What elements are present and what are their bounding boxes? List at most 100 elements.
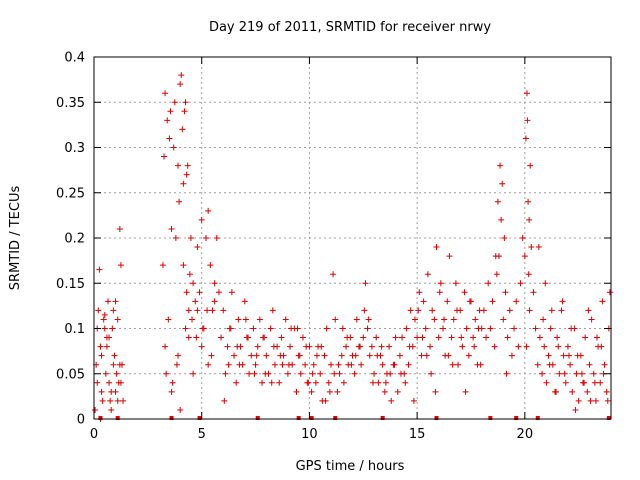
data-point	[100, 316, 107, 323]
data-point	[98, 388, 105, 395]
data-point	[387, 370, 394, 377]
chart-title: Day 219 of 2011, SRMTID for receiver nrw…	[209, 20, 491, 35]
data-point	[196, 289, 203, 296]
data-point	[101, 325, 108, 332]
axis-marker	[115, 416, 120, 420]
data-point	[303, 343, 310, 350]
data-point	[170, 144, 177, 151]
data-point	[569, 388, 576, 395]
data-point	[463, 325, 470, 332]
data-point	[296, 352, 303, 359]
data-point	[450, 316, 457, 323]
data-point	[423, 352, 430, 359]
data-point	[302, 361, 309, 368]
data-point	[113, 370, 120, 377]
data-point	[534, 361, 541, 368]
data-point	[323, 325, 330, 332]
data-point	[267, 325, 274, 332]
data-point	[106, 334, 113, 341]
data-point	[236, 361, 243, 368]
data-point	[471, 343, 478, 350]
x-tick-label: 10	[301, 427, 318, 442]
data-point	[110, 361, 117, 368]
data-point	[597, 379, 604, 386]
x-tick-labels: 0 5 10 15 20	[90, 427, 533, 442]
data-point	[480, 307, 487, 314]
y-tick-label: 0.35	[56, 96, 85, 111]
data-point	[254, 343, 261, 350]
data-point	[358, 361, 365, 368]
data-point	[572, 406, 579, 413]
data-point	[259, 379, 266, 386]
data-point	[517, 280, 524, 287]
data-point	[592, 397, 599, 404]
data-point	[526, 307, 533, 314]
data-point	[287, 343, 294, 350]
data-point	[262, 370, 269, 377]
axis-marker	[434, 416, 439, 420]
data-point	[407, 307, 414, 314]
data-point	[522, 135, 529, 142]
data-point	[205, 361, 212, 368]
data-point	[213, 235, 220, 241]
data-point	[193, 334, 200, 341]
data-point	[388, 397, 395, 404]
data-point	[248, 352, 255, 359]
data-point	[120, 397, 127, 404]
data-point	[603, 388, 610, 395]
data-point	[183, 289, 190, 296]
axis-marker	[98, 416, 103, 420]
data-point	[321, 352, 328, 359]
data-point	[548, 307, 555, 314]
data-point	[431, 316, 438, 323]
data-point	[360, 334, 367, 341]
data-point	[110, 307, 117, 314]
data-point	[554, 334, 561, 341]
data-point	[379, 361, 386, 368]
y-tick-label: 0.3	[64, 141, 85, 156]
data-point	[352, 352, 359, 359]
axis-marker	[197, 416, 202, 420]
data-point	[192, 298, 199, 305]
data-point	[444, 298, 451, 305]
data-point	[497, 162, 504, 169]
data-point	[436, 289, 443, 296]
data-point	[221, 397, 228, 404]
data-point	[504, 334, 511, 341]
data-point	[472, 316, 479, 323]
data-point	[547, 325, 554, 332]
data-point	[452, 280, 459, 287]
data-point	[414, 334, 421, 341]
data-point	[251, 370, 258, 377]
data-point	[527, 162, 534, 169]
data-point	[168, 225, 175, 232]
data-point	[568, 325, 575, 332]
data-point	[246, 370, 253, 377]
data-point	[241, 298, 248, 305]
data-point	[477, 361, 484, 368]
data-point	[106, 379, 113, 386]
data-point	[176, 198, 183, 205]
data-point	[215, 289, 222, 296]
data-point	[581, 379, 588, 386]
y-tick-label: 0.15	[56, 277, 85, 292]
data-point	[175, 352, 182, 359]
data-point	[532, 325, 539, 332]
data-point	[493, 271, 500, 278]
data-point	[344, 334, 351, 341]
data-point	[446, 253, 453, 260]
data-point	[351, 370, 358, 377]
data-point	[339, 325, 346, 332]
data-point	[117, 379, 124, 386]
axis-marker	[309, 416, 314, 420]
data-point	[381, 388, 388, 395]
data-point	[167, 108, 174, 115]
data-point	[348, 361, 355, 368]
data-point	[402, 379, 409, 386]
data-point	[194, 244, 201, 251]
x-tick-label: 5	[198, 427, 206, 442]
data-point	[312, 379, 319, 386]
data-point	[256, 316, 263, 323]
data-point	[546, 361, 553, 368]
